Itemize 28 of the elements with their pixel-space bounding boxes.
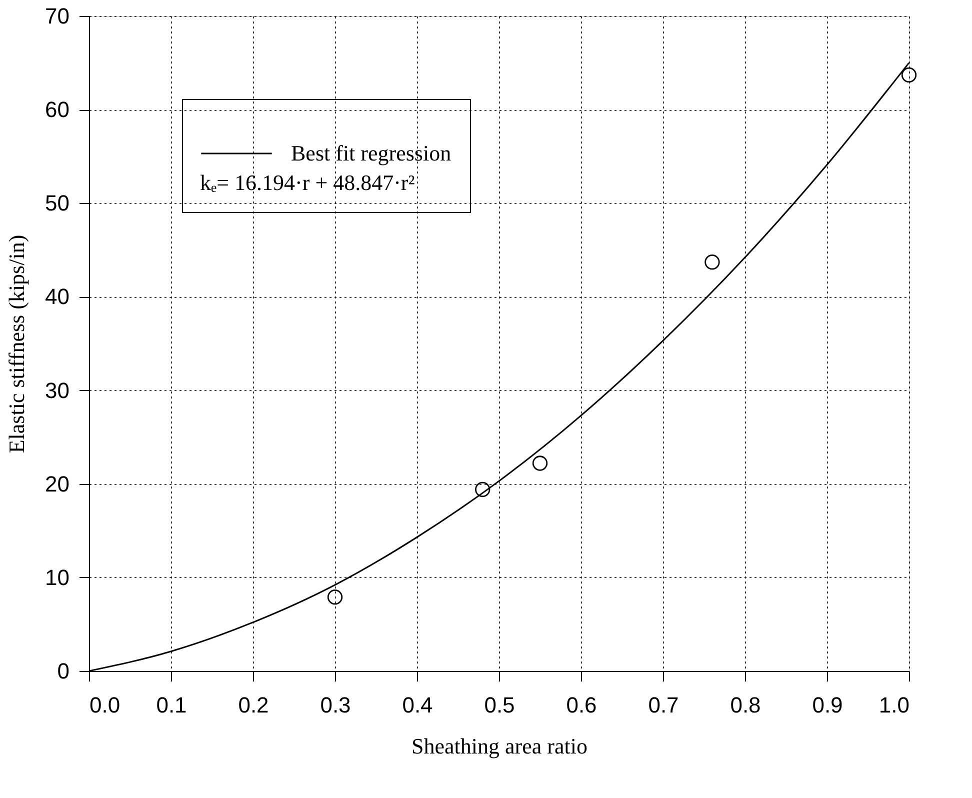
y-tick-label: 10: [45, 564, 70, 590]
point: [901, 67, 917, 83]
x-tick-label: 0.5: [484, 692, 515, 718]
x-tick-label: 0.2: [238, 692, 269, 718]
x-tick-label: 0.0: [90, 692, 120, 718]
y-tick-label: 20: [45, 471, 70, 496]
point: [532, 456, 548, 471]
x-tick-label: 0.6: [566, 692, 597, 718]
x-tick-label: 1.0: [878, 692, 910, 718]
x-tick-label: 0.8: [730, 692, 761, 718]
x-tick-label: 0.7: [648, 692, 679, 718]
annotation: kₑ= 16.194·r + 48.847·r²: [200, 170, 416, 195]
legend-label: Best fit regression: [291, 140, 452, 166]
x-tick-label: 0.1: [156, 692, 187, 718]
y-tick-label: 60: [45, 97, 70, 122]
point: [475, 482, 490, 498]
point: [327, 590, 343, 605]
x-tick-label: 0.3: [320, 692, 351, 718]
y-tick-label: 0: [57, 658, 70, 684]
x-tick-label: 0.9: [812, 692, 843, 718]
point: [704, 254, 720, 270]
y-tick-label: 50: [45, 190, 70, 216]
y-tick-label: 30: [45, 378, 70, 403]
x-axis-title: Sheathing area ratio: [412, 734, 588, 758]
y-tick-label: 40: [45, 284, 70, 310]
x-tick-label: 0.4: [402, 692, 433, 718]
y-axis-title: Elastic stiffness (kips/in): [4, 234, 30, 454]
y-tick-label: 70: [45, 4, 70, 28]
